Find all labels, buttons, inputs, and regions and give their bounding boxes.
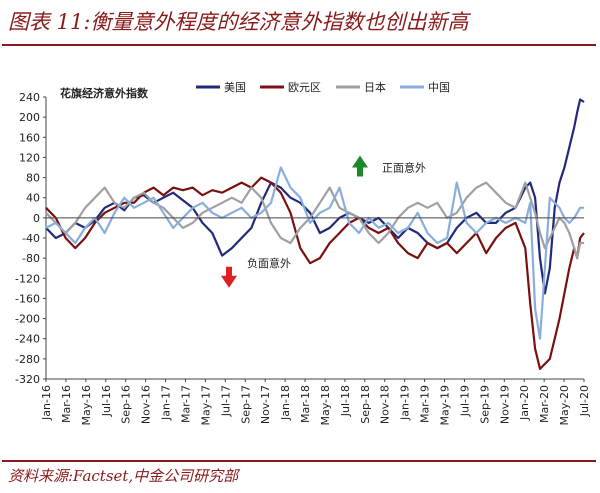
- x-tick-label: Nov-16: [140, 385, 153, 424]
- y-tick-label: -320: [15, 373, 40, 386]
- y-tick-label: -280: [15, 353, 40, 366]
- x-tick-label: Mar-19: [419, 385, 432, 423]
- y-tick-label: 0: [33, 212, 40, 225]
- x-tick-label: Nov-18: [379, 385, 392, 424]
- source-divider: [2, 460, 596, 462]
- x-tick-label: Jul-20: [578, 385, 591, 417]
- line-chart: 240 200 160 120 80 40 0 -40 -80 -120 -160 -200 -240 -…: [15, 80, 591, 426]
- up-arrow-icon: [352, 155, 368, 177]
- x-tick-label: Jul-17: [219, 385, 232, 417]
- x-tick-label: Nov-19: [498, 385, 511, 424]
- x-tick-label: Sep-17: [239, 385, 252, 424]
- x-tick-label: Sep-18: [359, 385, 372, 424]
- legend-label: 日本: [364, 80, 386, 94]
- y-tick-label: -120: [15, 272, 40, 285]
- x-tick-label: Jan-18: [279, 385, 292, 421]
- series-line-2: [45, 181, 584, 260]
- y-tick-label: 240: [19, 91, 40, 104]
- x-tick-label: Mar-20: [538, 385, 551, 423]
- positive-surprise-label: 正面意外: [382, 161, 426, 175]
- y-tick-label: 120: [19, 151, 40, 164]
- x-tick-label: May-16: [80, 385, 93, 426]
- negative-surprise-label: 负面意外: [247, 256, 291, 270]
- x-tick-label: Jan-20: [518, 385, 531, 421]
- x-tick-label: May-20: [558, 385, 571, 426]
- y-tick-label: -200: [15, 313, 40, 326]
- x-tick-label: Mar-18: [299, 385, 312, 423]
- x-tick-label: Nov-17: [259, 385, 272, 424]
- y-tick-label: 40: [26, 192, 40, 205]
- x-tick-label: Mar-17: [179, 385, 192, 423]
- x-tick-label: Jan-17: [160, 385, 173, 421]
- x-tick-label: Jul-16: [100, 385, 113, 417]
- y-tick-label: -160: [15, 292, 40, 305]
- y-tick-label: -80: [22, 252, 40, 265]
- y-tick-label: 80: [26, 172, 40, 185]
- legend-label: 美国: [224, 81, 246, 94]
- x-tick-label: Jul-18: [339, 385, 352, 417]
- legend: 美国 欧元区 日本 中国: [196, 80, 450, 94]
- y-axis-title: 花旗经济意外指数: [60, 86, 149, 100]
- x-tick-label: Sep-16: [120, 385, 133, 424]
- y-tick-label: 200: [19, 111, 40, 124]
- x-tick-label: Jan-19: [399, 385, 412, 421]
- chart-title: 图表 11:衡量意外程度的经济意外指数也创出新高: [8, 10, 469, 34]
- series-line-3: [45, 166, 584, 340]
- x-tick-label: Mar-16: [60, 385, 73, 423]
- x-tick-label: May-17: [199, 385, 212, 426]
- x-tick-label: May-18: [319, 385, 332, 426]
- source-note: 资料来源:Factset,中金公司研究部: [8, 467, 239, 485]
- x-tick-label: Jan-16: [40, 385, 53, 421]
- y-tick-label: 160: [19, 131, 40, 144]
- x-tick-label: May-19: [439, 385, 452, 426]
- title-divider: [2, 44, 596, 46]
- down-arrow-icon: [221, 266, 237, 288]
- x-tick-label: Jul-19: [458, 385, 471, 417]
- legend-label: 中国: [428, 81, 450, 94]
- legend-label: 欧元区: [288, 81, 321, 94]
- x-tick-label: Sep-19: [478, 385, 491, 424]
- series-line-0: [45, 98, 585, 295]
- y-tick-label: -40: [22, 232, 40, 245]
- y-tick-label: -240: [15, 333, 40, 346]
